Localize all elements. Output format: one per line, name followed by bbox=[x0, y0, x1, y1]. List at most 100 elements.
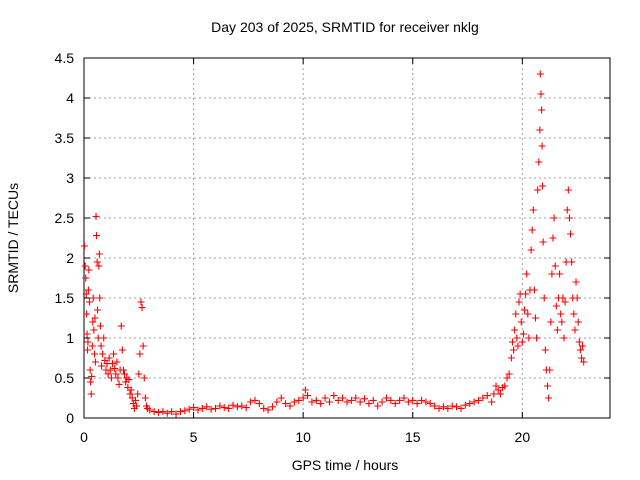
data-point bbox=[404, 398, 412, 406]
data-point bbox=[453, 403, 461, 411]
grid bbox=[84, 58, 610, 418]
data-point bbox=[571, 326, 579, 334]
y-tick-label: 0.5 bbox=[55, 370, 75, 386]
data-point bbox=[553, 326, 561, 334]
data-point bbox=[396, 396, 404, 404]
data-point bbox=[216, 402, 224, 410]
data-point bbox=[185, 405, 193, 413]
data-point bbox=[121, 370, 129, 378]
data-point bbox=[544, 382, 552, 390]
data-point bbox=[537, 90, 545, 98]
data-point bbox=[461, 401, 469, 409]
data-point bbox=[87, 390, 95, 398]
data-point bbox=[558, 318, 566, 326]
data-point bbox=[347, 396, 355, 404]
data-point bbox=[536, 70, 544, 78]
data-point bbox=[551, 262, 559, 270]
data-point bbox=[290, 398, 298, 406]
data-point bbox=[94, 306, 102, 314]
data-point bbox=[533, 334, 541, 342]
data-point bbox=[321, 394, 329, 402]
data-point bbox=[529, 206, 537, 214]
y-tick-label: 3.5 bbox=[55, 130, 75, 146]
data-point bbox=[369, 396, 377, 404]
data-point bbox=[479, 394, 487, 402]
data-point bbox=[547, 318, 555, 326]
data-point bbox=[242, 404, 250, 412]
y-tick-label: 4 bbox=[66, 90, 74, 106]
data-point bbox=[85, 266, 93, 274]
data-point bbox=[508, 338, 516, 346]
data-point bbox=[552, 302, 560, 310]
data-point bbox=[470, 398, 478, 406]
data-point bbox=[444, 404, 452, 412]
data-point bbox=[503, 374, 511, 382]
data-point bbox=[494, 386, 502, 394]
data-point bbox=[374, 402, 382, 410]
data-point bbox=[176, 408, 184, 416]
data-point bbox=[422, 398, 430, 406]
data-point bbox=[139, 342, 147, 350]
data-point bbox=[163, 409, 171, 417]
data-point bbox=[118, 346, 126, 354]
data-point bbox=[93, 258, 101, 266]
data-point bbox=[80, 242, 88, 250]
x-tick-label: 0 bbox=[80, 429, 88, 445]
data-point bbox=[286, 402, 294, 410]
data-point bbox=[100, 334, 108, 342]
data-point bbox=[268, 403, 276, 411]
data-point bbox=[528, 226, 536, 234]
data-point bbox=[194, 406, 202, 414]
data-point bbox=[95, 262, 103, 270]
data-point bbox=[517, 318, 525, 326]
data-point bbox=[557, 310, 565, 318]
data-point bbox=[512, 310, 520, 318]
data-point bbox=[325, 398, 333, 406]
data-point bbox=[510, 346, 518, 354]
data-point bbox=[277, 394, 285, 402]
y-tick-label: 2 bbox=[66, 250, 74, 266]
data-point bbox=[572, 278, 580, 286]
data-point bbox=[356, 398, 364, 406]
data-point bbox=[409, 396, 417, 404]
data-point bbox=[96, 294, 104, 302]
data-point bbox=[84, 286, 92, 294]
data-point bbox=[515, 298, 523, 306]
data-point bbox=[534, 186, 542, 194]
y-tick-label: 1 bbox=[66, 330, 74, 346]
data-point bbox=[580, 358, 588, 366]
data-point bbox=[125, 376, 133, 384]
data-point bbox=[220, 404, 228, 412]
data-point bbox=[563, 206, 571, 214]
data-point bbox=[483, 392, 491, 400]
data-point bbox=[387, 396, 395, 404]
data-point bbox=[352, 394, 360, 402]
x-tick-label: 15 bbox=[405, 429, 421, 445]
data-point bbox=[431, 402, 439, 410]
data-point bbox=[106, 366, 114, 374]
chart-title: Day 203 of 2025, SRMTID for receiver nkl… bbox=[211, 19, 479, 35]
data-point bbox=[400, 394, 408, 402]
data-point bbox=[114, 374, 122, 382]
data-point bbox=[92, 232, 100, 240]
data-point bbox=[83, 330, 91, 338]
data-point bbox=[137, 298, 145, 306]
data-point bbox=[365, 400, 373, 408]
data-point bbox=[83, 310, 91, 318]
x-tick-label: 20 bbox=[515, 429, 531, 445]
data-point bbox=[413, 400, 421, 408]
data-point bbox=[518, 338, 526, 346]
data-point bbox=[190, 404, 198, 412]
data-point bbox=[81, 262, 89, 270]
data-point bbox=[522, 290, 530, 298]
data-series bbox=[80, 70, 588, 418]
data-point bbox=[570, 310, 578, 318]
data-point bbox=[439, 403, 447, 411]
data-point bbox=[89, 294, 97, 302]
data-point bbox=[91, 358, 99, 366]
data-point bbox=[549, 234, 557, 242]
data-point bbox=[330, 392, 338, 400]
data-point bbox=[255, 400, 263, 408]
data-point bbox=[159, 408, 167, 416]
